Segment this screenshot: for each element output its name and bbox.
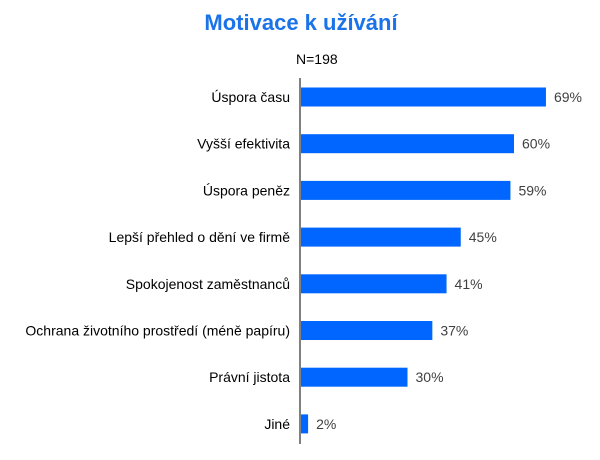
value-label: 41% xyxy=(455,276,483,292)
bar xyxy=(301,180,511,200)
value-label: 30% xyxy=(416,369,444,385)
category-label: Lepší přehled o dění ve firmě xyxy=(109,229,291,245)
chart-title: Motivace k užívání xyxy=(204,10,398,35)
value-label: 37% xyxy=(440,323,468,339)
bar xyxy=(301,227,461,247)
category-label: Ochrana životního prostředí (méně papíru… xyxy=(25,323,290,339)
category-label: Úspora peněz xyxy=(203,182,290,198)
bar xyxy=(301,367,408,387)
bar xyxy=(301,87,546,107)
category-label: Vyšší efektivita xyxy=(197,136,290,152)
category-label: Úspora času xyxy=(211,89,290,105)
bar xyxy=(301,134,514,154)
value-label: 69% xyxy=(554,89,582,105)
value-label: 45% xyxy=(469,229,497,245)
bar xyxy=(301,274,447,294)
value-label: 60% xyxy=(522,136,550,152)
category-label: Jiné xyxy=(264,416,290,432)
plot-area: Úspora času 69% Vyšší efektivita 60% Úspora … xyxy=(25,78,582,444)
sample-size-label: N=198 xyxy=(296,51,338,67)
bar xyxy=(301,414,309,434)
category-label: Spokojenost zaměstnanců xyxy=(126,276,290,292)
value-label: 59% xyxy=(518,182,546,198)
bar xyxy=(301,321,433,340)
category-label: Právní jistota xyxy=(209,369,290,385)
value-label: 2% xyxy=(316,416,336,432)
